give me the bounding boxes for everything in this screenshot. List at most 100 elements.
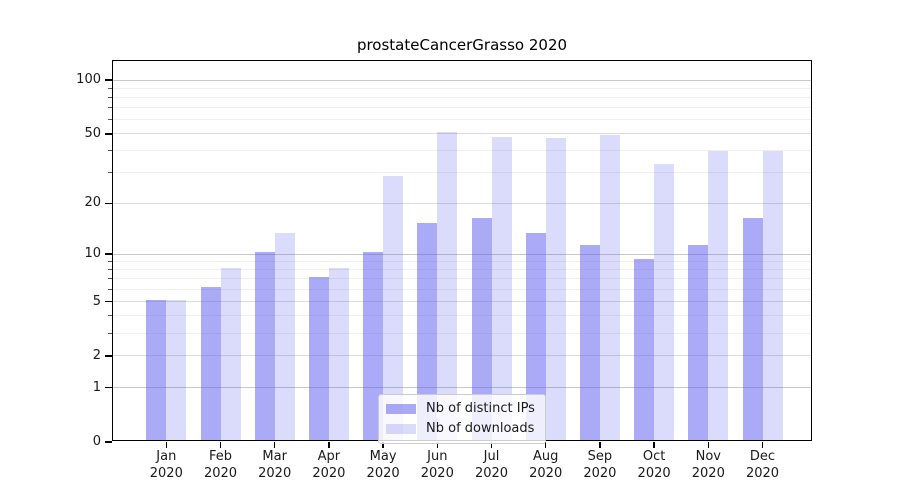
x-tick-label-mar: Mar 2020 (243, 449, 307, 482)
y-tick-5 (105, 300, 112, 303)
x-label-month: Nov (695, 449, 721, 464)
x-label-month: Jul (483, 449, 500, 464)
y-tick-0 (105, 441, 112, 443)
y-tick-minor-90 (108, 87, 112, 89)
y-gridline-minor-40 (113, 150, 811, 152)
y-gridline-100 (113, 79, 811, 81)
y-gridline-minor-60 (113, 119, 811, 121)
y-tick-minor-60 (108, 119, 112, 121)
y-gridline-50 (113, 133, 811, 135)
bar-downloads-dec (762, 150, 783, 440)
x-tick-label-feb: Feb 2020 (189, 449, 253, 482)
x-tick-label-aug: Aug 2020 (514, 449, 578, 482)
y-gridline-2 (113, 355, 811, 357)
bar-ips-dec (742, 217, 763, 440)
x-label-month: Jan (156, 449, 177, 464)
bar-downloads-jun (437, 131, 458, 440)
y-tick-10 (105, 253, 112, 255)
x-label-month: Mar (262, 449, 287, 464)
x-tick-label-sep: Sep 2020 (568, 449, 632, 482)
y-tick-minor-80 (108, 96, 112, 98)
bar-downloads-aug (545, 138, 566, 440)
bar-downloads-jul (491, 136, 512, 440)
x-tick-label-may: May 2020 (351, 449, 415, 482)
x-tick-oct (653, 441, 655, 448)
y-tick-20 (105, 202, 112, 205)
y-tick-1 (105, 386, 112, 389)
x-label-year: 2020 (312, 465, 346, 481)
bar-downloads-may (383, 176, 404, 440)
x-tick-mar (273, 441, 276, 448)
y-tick-minor-9 (108, 260, 112, 262)
x-label-month: Apr (317, 449, 341, 464)
x-label-year: 2020 (258, 465, 292, 481)
x-tick-jun (436, 441, 439, 448)
x-label-year: 2020 (203, 465, 238, 481)
y-tick-minor-4 (108, 315, 112, 317)
x-label-year: 2020 (745, 465, 780, 481)
y-tick-minor-8 (108, 269, 112, 271)
x-label-year: 2020 (474, 465, 509, 481)
x-tick-label-jul: Jul 2020 (460, 449, 524, 482)
bar-downloads-nov (708, 150, 729, 440)
y-tick-label-5: 5 (92, 293, 101, 309)
bar-downloads-sep (599, 134, 620, 440)
x-label-month: May (369, 449, 397, 464)
y-gridline-minor-70 (113, 107, 811, 109)
x-tick-label-dec: Dec 2020 (731, 449, 795, 482)
legend-item-downloads: Nb of downloads (386, 420, 536, 437)
y-tick-label-0: 0 (92, 434, 101, 449)
bar-ips-mar (254, 252, 275, 440)
y-gridline-minor-30 (113, 172, 811, 174)
y-gridline-minor-6 (113, 288, 811, 290)
y-tick-minor-70 (108, 107, 112, 109)
legend-label-ips: Nb of distinct IPs (426, 401, 535, 416)
y-tick-100 (105, 79, 112, 81)
y-tick-label-2: 2 (92, 347, 101, 363)
x-tick-feb (219, 441, 222, 448)
x-label-month: Feb (208, 449, 233, 464)
x-label-month: Dec (749, 449, 776, 464)
x-label-month: Sep (587, 449, 613, 464)
y-tick-label-1: 1 (92, 379, 101, 395)
legend-swatch-ips (386, 403, 416, 414)
y-gridline-1 (113, 387, 811, 389)
bar-ips-sep (579, 245, 600, 440)
bar-downloads-mar (274, 233, 295, 440)
bar-ips-feb (200, 287, 221, 440)
y-gridline-minor-7 (113, 278, 811, 280)
bar-ips-apr (308, 276, 329, 440)
x-tick-dec (761, 441, 764, 448)
bar-ips-nov (688, 245, 709, 440)
y-tick-label-10: 10 (84, 246, 101, 261)
x-tick-jul (490, 441, 493, 448)
x-tick-label-nov: Nov 2020 (676, 449, 740, 482)
y-gridline-minor-9 (113, 260, 811, 262)
x-label-month: Aug (532, 449, 559, 464)
legend-label-downloads: Nb of downloads (426, 421, 535, 436)
x-tick-apr (328, 441, 330, 448)
bar-downloads-feb (220, 267, 241, 440)
bar-ips-jun (417, 222, 438, 440)
y-gridline-20 (113, 202, 811, 204)
bar-downloads-apr (328, 267, 349, 440)
x-label-month: Oct (642, 449, 666, 464)
x-label-month: Jun (427, 449, 448, 464)
y-tick-50 (105, 133, 112, 135)
bar-ips-jan (146, 299, 167, 440)
bar-ips-may (363, 252, 384, 440)
y-tick-minor-40 (108, 150, 112, 152)
bar-ips-jul (471, 217, 492, 440)
y-gridline-minor-4 (113, 315, 811, 317)
x-label-year: 2020 (583, 465, 617, 481)
x-label-year: 2020 (149, 465, 183, 481)
x-tick-aug (544, 441, 547, 448)
x-tick-nov (707, 441, 710, 448)
x-tick-jan (165, 441, 168, 448)
y-gridline-minor-3 (113, 332, 811, 334)
y-tick-minor-6 (108, 288, 112, 290)
x-tick-sep (599, 441, 601, 448)
y-tick-label-100: 100 (76, 72, 101, 88)
y-gridline-5 (113, 301, 811, 303)
y-tick-minor-3 (108, 332, 112, 334)
